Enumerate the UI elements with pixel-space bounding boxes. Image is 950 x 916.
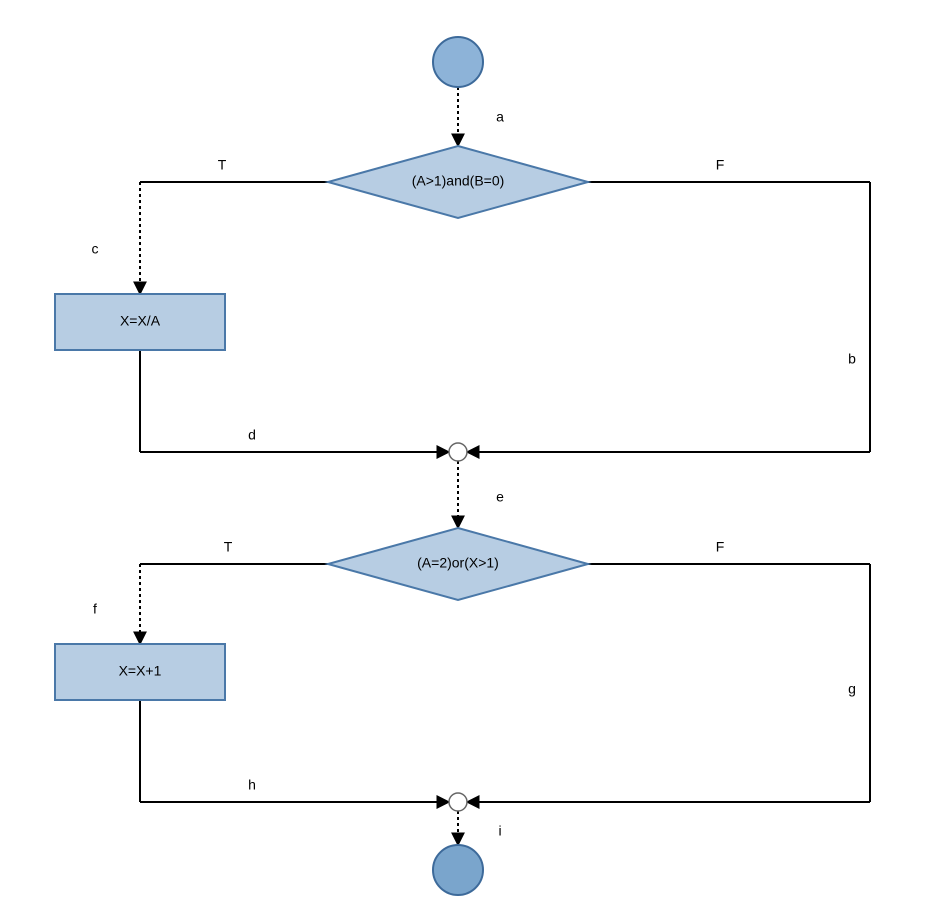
svg-text:X=X+1: X=X+1 <box>119 663 162 679</box>
node-start <box>433 37 483 87</box>
node-d1: (A>1)and(B=0) <box>328 146 588 218</box>
node-end <box>433 845 483 895</box>
node-p1: X=X/A <box>55 294 225 350</box>
flowchart: a Tc Fb d e Tf Fg h i (A>1)and(B=0) X=X/A (A=2)or(X… <box>0 0 950 916</box>
svg-text:h: h <box>248 777 256 793</box>
node-m2 <box>449 793 467 811</box>
svg-text:c: c <box>92 241 99 257</box>
svg-text:b: b <box>848 351 856 367</box>
node-m1 <box>449 443 467 461</box>
svg-text:d: d <box>248 427 256 443</box>
svg-text:F: F <box>716 157 725 173</box>
node-d2: (A=2)or(X>1) <box>328 528 588 600</box>
nodes: (A>1)and(B=0) X=X/A (A=2)or(X>1) X=X+1 <box>55 37 588 895</box>
svg-text:f: f <box>93 601 97 617</box>
svg-text:i: i <box>498 823 501 839</box>
svg-text:T: T <box>218 157 227 173</box>
svg-text:T: T <box>224 539 233 555</box>
svg-text:(A>1)and(B=0): (A>1)and(B=0) <box>412 173 505 189</box>
svg-text:F: F <box>716 539 725 555</box>
svg-text:(A=2)or(X>1): (A=2)or(X>1) <box>417 555 499 571</box>
node-p2: X=X+1 <box>55 644 225 700</box>
svg-text:g: g <box>848 681 856 697</box>
svg-text:X=X/A: X=X/A <box>120 313 161 329</box>
svg-text:e: e <box>496 489 504 505</box>
svg-text:a: a <box>496 109 504 125</box>
